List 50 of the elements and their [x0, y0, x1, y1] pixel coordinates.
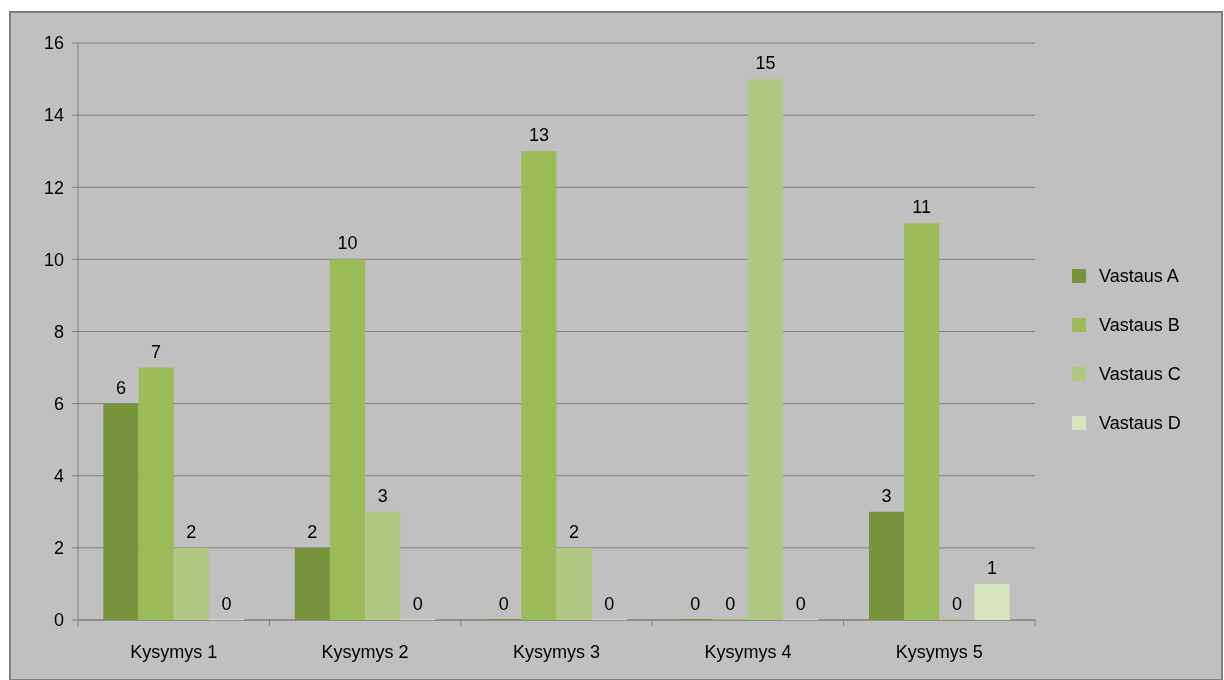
- data-label: 0: [498, 594, 509, 614]
- bar: [294, 547, 330, 620]
- x-tick-label: Kysymys 3: [512, 642, 601, 662]
- data-label: 0: [221, 594, 232, 614]
- data-label: 0: [951, 594, 962, 614]
- data-label: 3: [377, 485, 388, 506]
- bar: [904, 223, 940, 620]
- legend-label: Vastaus A: [1099, 266, 1179, 287]
- bar: [329, 259, 366, 620]
- y-tick-label: 2: [53, 538, 64, 559]
- bar: [521, 151, 557, 620]
- bar: [103, 403, 139, 620]
- data-label: 7: [151, 341, 162, 362]
- data-label: 0: [795, 594, 806, 614]
- data-label: 0: [725, 594, 736, 614]
- x-tick-label: Kysymys 1: [130, 642, 218, 662]
- data-label: 1: [987, 557, 998, 578]
- legend-label: Vastaus C: [1099, 364, 1181, 385]
- data-label: 0: [690, 594, 701, 614]
- y-tick-label: 16: [43, 33, 64, 54]
- legend-label: Vastaus B: [1099, 315, 1180, 336]
- data-label: 2: [307, 521, 318, 542]
- bar: [747, 79, 784, 620]
- data-label: 2: [186, 521, 197, 542]
- y-tick-label: 10: [43, 249, 64, 270]
- bar: [173, 547, 209, 620]
- bar: [868, 511, 905, 620]
- y-tick-label: 12: [43, 177, 64, 198]
- data-label: 15: [755, 53, 776, 74]
- data-label: 13: [528, 125, 549, 146]
- y-tick-label: 4: [53, 466, 64, 487]
- bar: [556, 547, 592, 620]
- legend-label: Vastaus D: [1099, 413, 1181, 434]
- x-tick-label: Kysymys 4: [704, 642, 792, 662]
- y-tick-label: 8: [53, 321, 64, 342]
- data-label: 6: [115, 377, 126, 398]
- bar: [974, 583, 1010, 620]
- data-label: 11: [912, 197, 932, 218]
- data-label: 0: [412, 594, 423, 614]
- bar: [365, 511, 401, 620]
- data-label: 0: [604, 594, 615, 614]
- x-tick-label: Kysymys 5: [895, 642, 983, 662]
- y-tick-label: 0: [53, 610, 64, 631]
- y-tick-label: 14: [43, 105, 64, 126]
- x-tick-label: Kysymys 2: [321, 642, 409, 662]
- bar: [138, 367, 174, 620]
- data-label: 10: [337, 233, 358, 254]
- y-tick-label: 6: [53, 393, 64, 414]
- data-label: 3: [881, 485, 892, 506]
- data-label: 2: [569, 521, 580, 542]
